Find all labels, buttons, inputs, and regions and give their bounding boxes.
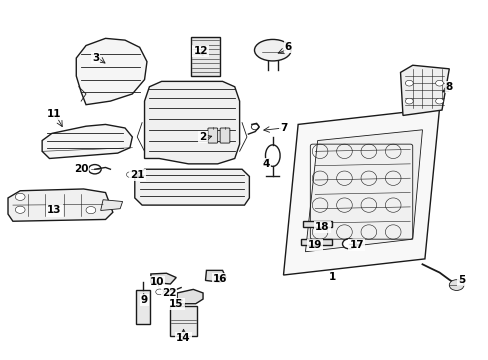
Circle shape	[156, 289, 163, 295]
Polygon shape	[76, 39, 147, 105]
Circle shape	[342, 239, 355, 249]
Polygon shape	[400, 65, 448, 116]
Text: 7: 7	[279, 123, 286, 133]
Polygon shape	[101, 200, 122, 211]
Bar	[170, 306, 197, 336]
Circle shape	[405, 80, 412, 86]
Circle shape	[405, 98, 412, 104]
Polygon shape	[144, 81, 239, 164]
Polygon shape	[283, 108, 439, 275]
Circle shape	[86, 207, 96, 214]
Circle shape	[15, 206, 25, 213]
Circle shape	[126, 172, 134, 177]
Text: 1: 1	[328, 272, 335, 282]
Text: 9: 9	[141, 295, 148, 305]
Text: 21: 21	[130, 170, 144, 180]
Circle shape	[88, 165, 101, 174]
Text: 5: 5	[457, 275, 464, 285]
Circle shape	[435, 80, 443, 86]
Text: 4: 4	[262, 159, 269, 169]
FancyBboxPatch shape	[220, 128, 229, 143]
Text: 14: 14	[176, 333, 190, 343]
Text: 10: 10	[149, 277, 163, 287]
Text: 8: 8	[445, 82, 452, 92]
FancyBboxPatch shape	[190, 37, 220, 76]
Polygon shape	[177, 289, 203, 304]
Text: 6: 6	[284, 42, 291, 52]
Text: 22: 22	[162, 288, 176, 298]
Polygon shape	[205, 270, 225, 282]
Circle shape	[448, 280, 463, 291]
Bar	[136, 290, 150, 324]
Bar	[303, 221, 331, 227]
Text: 11: 11	[47, 109, 61, 119]
Text: 15: 15	[169, 299, 183, 309]
Ellipse shape	[254, 40, 290, 61]
Circle shape	[435, 98, 443, 104]
Text: 3: 3	[92, 53, 99, 63]
FancyBboxPatch shape	[207, 128, 217, 143]
Polygon shape	[305, 130, 422, 252]
Text: 18: 18	[315, 222, 329, 231]
Text: 12: 12	[193, 46, 207, 56]
Text: 17: 17	[348, 239, 363, 249]
Polygon shape	[151, 273, 176, 284]
Circle shape	[15, 193, 25, 201]
Text: 19: 19	[307, 239, 322, 249]
Text: 16: 16	[212, 274, 227, 284]
Text: 13: 13	[47, 206, 61, 216]
Polygon shape	[135, 169, 249, 205]
Text: 2: 2	[199, 132, 206, 142]
Polygon shape	[42, 125, 132, 158]
Text: 20: 20	[74, 164, 88, 174]
Bar	[300, 239, 331, 245]
Polygon shape	[8, 189, 113, 221]
